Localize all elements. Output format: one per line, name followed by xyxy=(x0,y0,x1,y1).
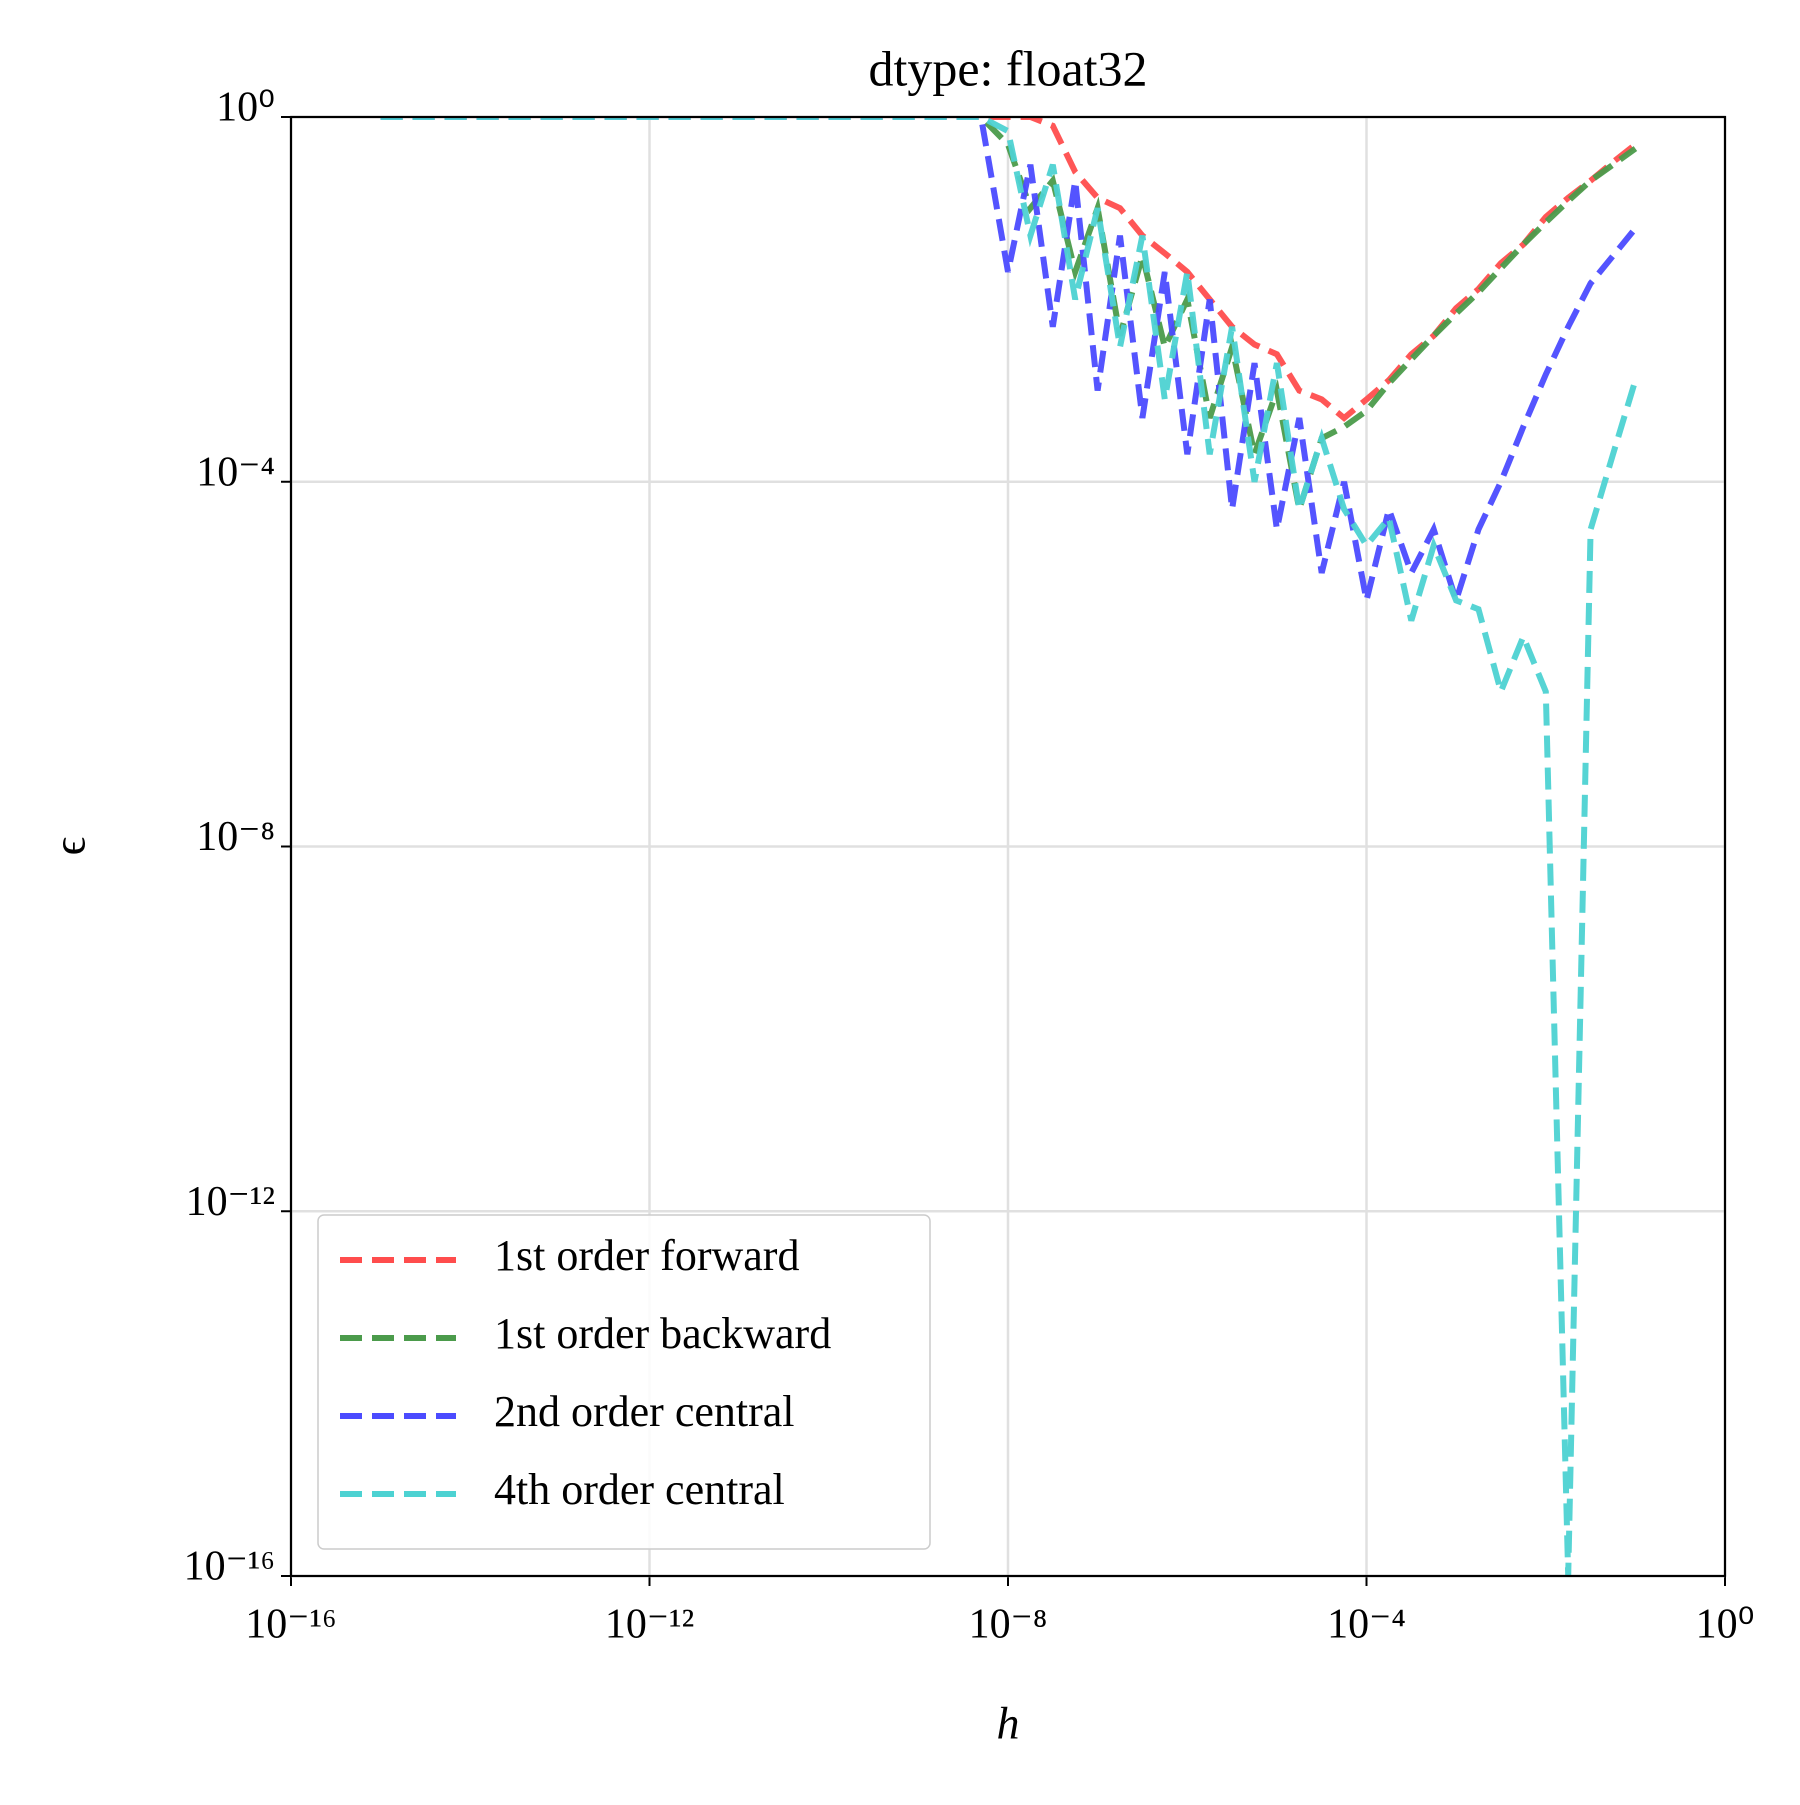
y-tick-label: 10⁻⁴ xyxy=(196,449,275,495)
plot-frame xyxy=(289,115,1727,1578)
y-tick-label: 10⁻¹⁶ xyxy=(184,1544,275,1590)
legend-label: 1st order forward xyxy=(494,1231,799,1280)
x-tick-label: 10⁻¹² xyxy=(605,1602,694,1648)
legend-label: 2nd order central xyxy=(494,1387,795,1436)
y-tick-label: 10⁻⁸ xyxy=(196,814,275,860)
legend-box xyxy=(317,1214,931,1550)
x-axis-label: h xyxy=(997,1698,1020,1749)
legend-label: 4th order central xyxy=(494,1465,785,1514)
data-line xyxy=(380,117,1639,1576)
y-tick-label: 10⁰ xyxy=(216,85,275,131)
x-tick-label: 10⁻¹⁶ xyxy=(245,1602,336,1648)
legend-label: 1st order backward xyxy=(494,1309,831,1358)
chart-title: dtype: float32 xyxy=(868,40,1147,96)
x-tick-label: 10⁻⁸ xyxy=(969,1602,1048,1648)
y-axis-label: ϵ xyxy=(44,837,95,856)
x-tick-label: 10⁻⁴ xyxy=(1327,1602,1406,1648)
x-tick-label: 10⁰ xyxy=(1696,1602,1755,1648)
y-tick-label: 10⁻¹² xyxy=(186,1179,275,1225)
